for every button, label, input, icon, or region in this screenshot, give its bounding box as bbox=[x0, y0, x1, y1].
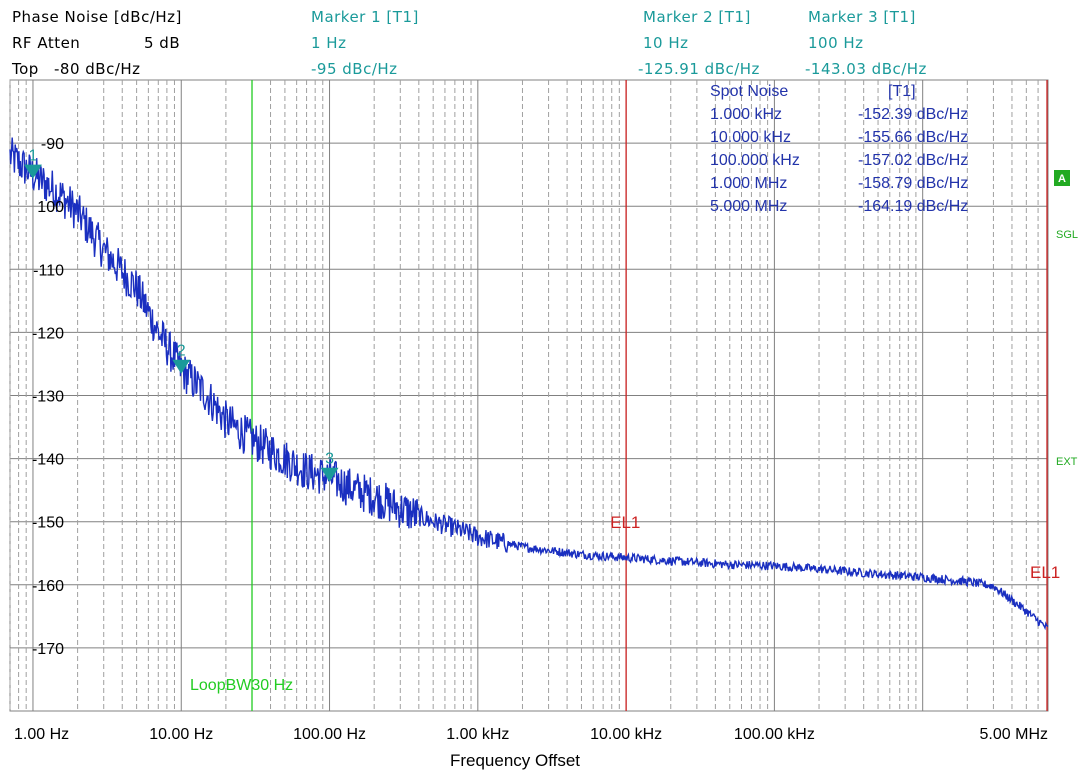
trace-a-label: A bbox=[1058, 173, 1066, 185]
y-tick-label: -110 bbox=[33, 262, 64, 279]
spot-noise-table: Spot Noise [T1] 1.000 kHz -152.39 dBc/Hz 1… bbox=[710, 83, 968, 215]
marker-2-triangle bbox=[172, 359, 191, 374]
ext-label: EXT bbox=[1056, 456, 1078, 468]
x-tick-label: 100.00 Hz bbox=[293, 726, 366, 743]
spot-noise-value: -155.66 dBc/Hz bbox=[858, 129, 968, 146]
marker3-title: Marker 3 [T1] bbox=[808, 8, 916, 26]
spot-noise-freq: 1.000 MHz bbox=[710, 175, 787, 192]
marker2-freq: 10 Hz bbox=[643, 34, 689, 52]
rf-atten-label: RF Atten bbox=[12, 34, 81, 52]
marker-1-triangle bbox=[23, 164, 42, 179]
y-tick-label: 100 bbox=[37, 199, 64, 216]
spot-noise-value: -158.79 dBc/Hz bbox=[858, 175, 968, 192]
marker2-level: -125.91 dBc/Hz bbox=[638, 60, 760, 78]
y-tick-label: -130 bbox=[32, 389, 64, 406]
x-tick-label: 1.00 Hz bbox=[14, 726, 69, 743]
marker3-level: -143.03 dBc/Hz bbox=[805, 60, 927, 78]
x-tick-label: 5.00 MHz bbox=[980, 726, 1048, 743]
spot-noise-freq: 10.000 kHz bbox=[710, 129, 791, 146]
marker-2-label: 2 bbox=[177, 343, 186, 360]
limit-line-label: EL1 bbox=[610, 513, 640, 532]
spot-noise-freq: 100.000 kHz bbox=[710, 152, 800, 169]
x-axis-label: Frequency Offset bbox=[450, 751, 580, 770]
spot-noise-freq: 5.000 MHz bbox=[710, 198, 787, 215]
x-tick-label: 10.00 kHz bbox=[590, 726, 662, 743]
x-tick-labels: 1.00 Hz 10.00 Hz 100.00 Hz 1.00 kHz 10.00 kH… bbox=[14, 726, 1048, 743]
x-tick-label: 100.00 kHz bbox=[734, 726, 815, 743]
sgl-label: SGL bbox=[1056, 229, 1078, 241]
spot-noise-header: Spot Noise bbox=[710, 83, 788, 100]
marker1-title: Marker 1 [T1] bbox=[311, 8, 419, 26]
x-tick-label: 10.00 Hz bbox=[149, 726, 213, 743]
spot-noise-value: -157.02 dBc/Hz bbox=[858, 152, 968, 169]
x-tick-label: 1.00 kHz bbox=[446, 726, 509, 743]
spot-noise-value: -164.19 dBc/Hz bbox=[858, 198, 968, 215]
marker1-level: -95 dBc/Hz bbox=[311, 60, 398, 78]
limit-line-label: EL1 bbox=[1030, 563, 1060, 582]
marker1-freq: 1 Hz bbox=[311, 34, 347, 52]
spot-noise-trace-tag: [T1] bbox=[888, 83, 916, 100]
loop-bw-label: LoopBW30 Hz bbox=[190, 677, 293, 694]
y-tick-label: -150 bbox=[32, 515, 64, 532]
y-tick-label: -170 bbox=[32, 641, 64, 658]
spot-noise-freq: 1.000 kHz bbox=[710, 106, 782, 123]
rf-atten-value: 5 dB bbox=[144, 34, 181, 52]
marker2-title: Marker 2 [T1] bbox=[643, 8, 751, 26]
y-tick-label: -160 bbox=[32, 578, 64, 595]
y-tick-label: -140 bbox=[32, 452, 64, 469]
reference-lines: LoopBW30 Hz EL1 EL1 bbox=[190, 80, 1060, 711]
marker-3-triangle bbox=[320, 467, 339, 482]
top-value: -80 dBc/Hz bbox=[54, 60, 141, 78]
spot-noise-value: -152.39 dBc/Hz bbox=[858, 106, 968, 123]
marker-group: 1 2 3 bbox=[23, 148, 339, 482]
chart-grid bbox=[9, 79, 1049, 712]
top-label: Top bbox=[12, 60, 39, 78]
y-tick-labels: -90 100 -110 -120 -130 -140 -150 -160 -170 bbox=[32, 136, 64, 658]
marker-3-label: 3 bbox=[325, 451, 334, 468]
marker-1-label: 1 bbox=[29, 148, 38, 165]
y-tick-label: -120 bbox=[32, 325, 64, 342]
trace-a-badge bbox=[1054, 170, 1070, 186]
marker3-freq: 100 Hz bbox=[808, 34, 864, 52]
y-tick-label: -90 bbox=[41, 136, 64, 153]
phase-noise-label: Phase Noise [dBc/Hz] bbox=[12, 8, 182, 26]
